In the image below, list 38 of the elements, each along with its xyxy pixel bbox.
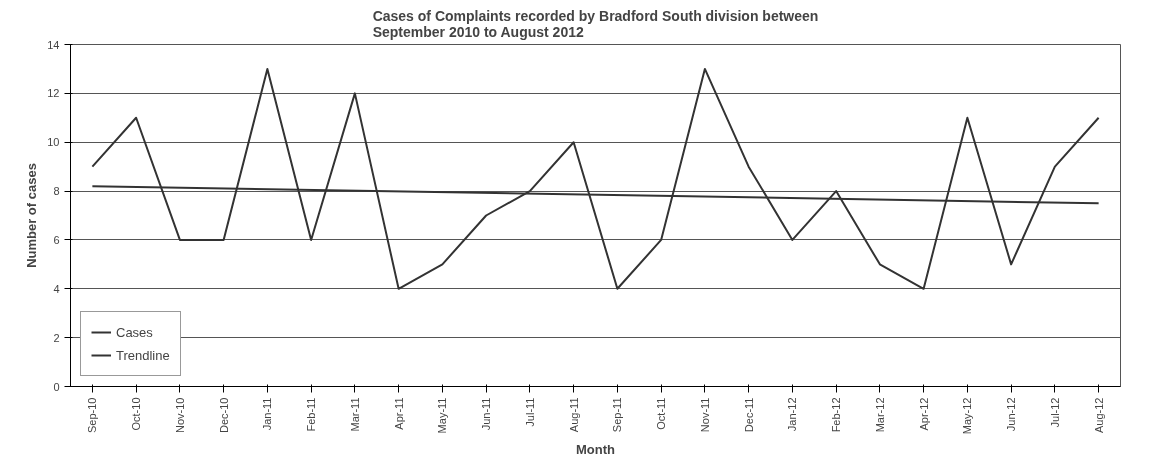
x-tick-label: Dec-11 <box>742 397 755 433</box>
y-tick-label: 6 <box>53 233 60 246</box>
legend-label: Cases <box>116 324 153 340</box>
x-axis-title: Month <box>576 442 616 458</box>
x-tick-label: Jan-12 <box>786 397 799 432</box>
x-tick-label: Jan-11 <box>261 397 274 431</box>
x-tick-label: Mar-12 <box>873 397 886 433</box>
x-tick-label: Aug-12 <box>1092 397 1105 433</box>
x-tick-label: Jun-11 <box>480 397 493 431</box>
y-axis-title: Number of cases <box>24 163 40 268</box>
x-tick-label: Mar-11 <box>348 397 361 432</box>
x-tick-label: Apr-12 <box>917 397 930 431</box>
x-tick-label: May-12 <box>961 397 974 435</box>
x-tick-label: Nov-10 <box>173 397 186 433</box>
x-tick-label: Aug-11 <box>567 397 580 433</box>
legend-label: Trendline <box>116 347 170 363</box>
y-tick-label: 2 <box>53 331 60 344</box>
y-tick-label: 4 <box>53 282 60 295</box>
y-tick-label: 12 <box>47 87 60 100</box>
y-tick-label: 14 <box>47 38 60 51</box>
y-tick-label: 10 <box>47 136 60 149</box>
x-tick-label: Jul-12 <box>1048 397 1061 428</box>
chart-title: Cases of Complaints recorded by Bradford South division between September 2010 to August 2012 <box>372 7 819 40</box>
x-tick-label: Sep-10 <box>86 397 99 433</box>
line-series <box>91 67 1100 290</box>
x-tick-label: May-11 <box>436 397 449 434</box>
x-tick-label: Nov-11 <box>698 397 711 433</box>
x-tick-label: Oct-11 <box>655 397 668 430</box>
x-tick-label: Jun-12 <box>1005 397 1018 432</box>
x-tick-label: Jul-11 <box>523 397 536 427</box>
x-tick-label: Feb-12 <box>830 397 843 433</box>
x-tick-label: Sep-11 <box>611 397 624 433</box>
y-tick-label: 0 <box>53 380 60 393</box>
y-tick-label: 8 <box>53 185 60 198</box>
x-tick-label: Dec-10 <box>217 397 230 433</box>
x-tick-label: Apr-11 <box>392 397 405 430</box>
x-tick-label: Oct-10 <box>130 397 143 431</box>
x-tick-label: Feb-11 <box>305 397 318 432</box>
